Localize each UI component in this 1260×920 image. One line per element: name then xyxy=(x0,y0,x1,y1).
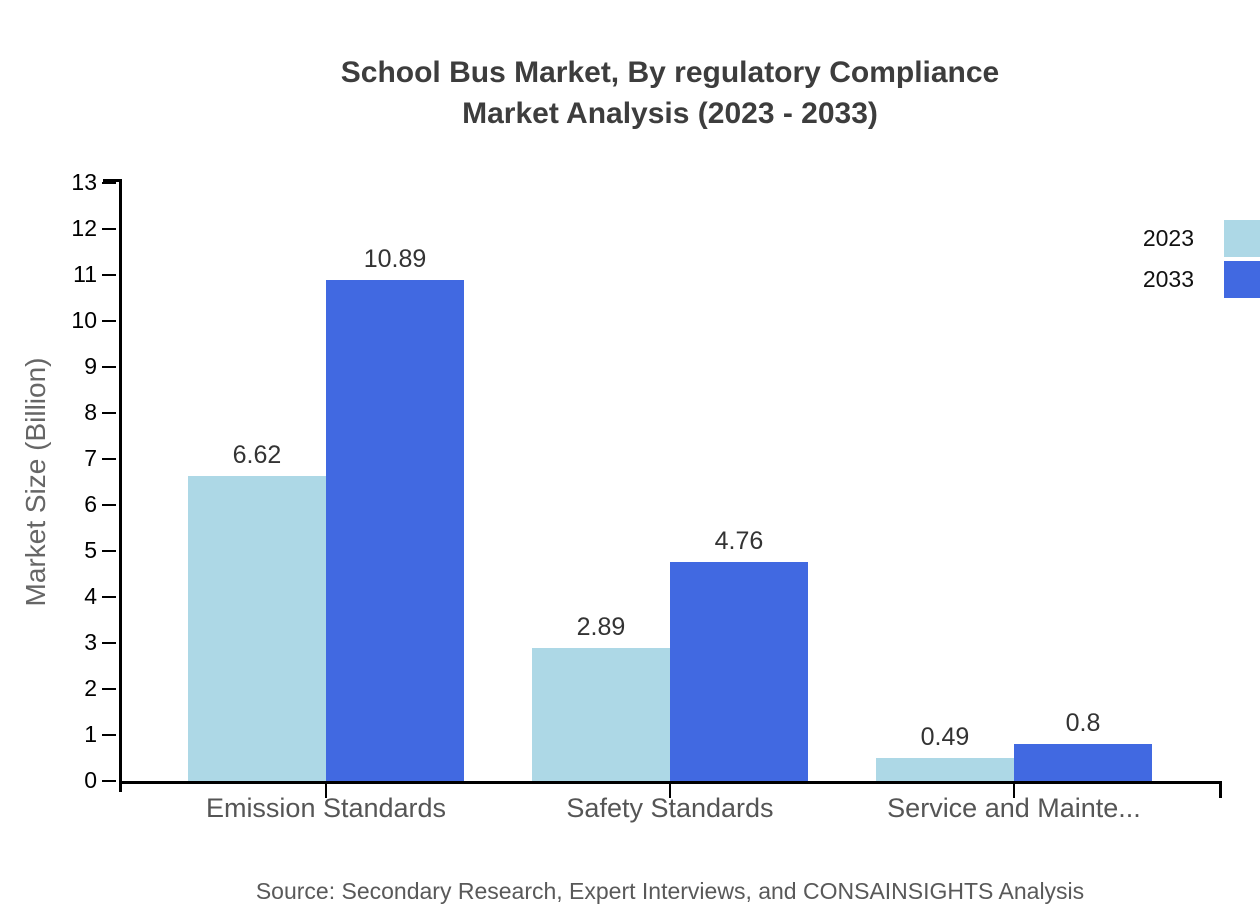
y-tick-label-0: 0 xyxy=(84,767,97,793)
y-tick-label-6: 6 xyxy=(84,491,97,517)
legend-label-2023: 2023 xyxy=(1142,225,1194,251)
bar-2033-3 xyxy=(1014,744,1152,781)
y-tick-label-7: 7 xyxy=(84,445,97,471)
y-tick-7 xyxy=(102,458,116,460)
y-tick-label-1: 1 xyxy=(84,721,97,747)
x-axis-line xyxy=(119,781,1222,784)
legend: 2023 2033 xyxy=(1143,220,1260,302)
chart-title-line-2: Market Analysis (2023 - 2033) xyxy=(462,97,878,130)
y-axis-line xyxy=(119,179,122,792)
bar-2033-2 xyxy=(670,562,808,781)
y-tick-5 xyxy=(102,550,116,552)
y-tick-9 xyxy=(102,366,116,368)
y-tick-3 xyxy=(102,642,116,644)
y-tick-label-3: 3 xyxy=(84,629,97,655)
bar-2023-2 xyxy=(532,648,670,781)
y-tick-label-5: 5 xyxy=(84,537,97,563)
value-label-2033-3: 0.8 xyxy=(1065,709,1101,738)
legend-swatch-2023 xyxy=(1224,220,1260,257)
chart-title: School Bus Market, By regulatory Complia… xyxy=(80,52,1260,134)
y-tick-label-8: 8 xyxy=(84,399,97,425)
legend-item-2033: 2033 xyxy=(1143,261,1260,298)
y-tick-label-12: 12 xyxy=(71,215,97,241)
legend-label-2033: 2033 xyxy=(1142,266,1194,292)
y-axis-title: Market Size (Billion) xyxy=(20,357,51,607)
y-tick-10 xyxy=(102,320,116,322)
x-axis-end-tick xyxy=(1219,784,1222,798)
value-label-2033-2: 4.76 xyxy=(714,527,764,556)
y-axis-top-cap xyxy=(103,179,119,182)
x-category-label-1: Emission Standards xyxy=(205,793,447,823)
value-label-2023-1: 6.62 xyxy=(232,441,282,470)
x-tick-2 xyxy=(669,784,671,798)
bar-group-1: 6.62 10.89 Emission Standards xyxy=(154,183,498,823)
y-tick-label-13: 13 xyxy=(71,169,97,195)
y-tick-label-4: 4 xyxy=(84,583,97,609)
bar-group-2: 2.89 4.76 Safety Standards xyxy=(498,183,842,823)
y-tick-8 xyxy=(102,412,116,414)
y-tick-12 xyxy=(102,228,116,230)
value-label-2033-1: 10.89 xyxy=(363,245,427,274)
y-tick-label-11: 11 xyxy=(73,261,97,287)
source-attribution: Source: Secondary Research, Expert Inter… xyxy=(255,878,1085,904)
bar-2033-1 xyxy=(326,280,464,781)
value-label-2023-3: 0.49 xyxy=(920,723,970,752)
bar-2023-1 xyxy=(188,476,326,781)
value-label-2023-2: 2.89 xyxy=(576,613,626,642)
legend-item-2023: 2023 xyxy=(1143,220,1260,257)
bar-group-3: 0.49 0.8 Service and Mainte... xyxy=(842,183,1186,823)
plot-area: 0 1 2 3 4 5 6 7 8 9 10 11 12 13 6.62 10.89 Emission Sta… xyxy=(71,171,1222,823)
y-tick-4 xyxy=(102,596,116,598)
x-category-label-2: Safety Standards xyxy=(566,793,774,823)
bar-2023-3 xyxy=(876,758,1014,781)
legend-swatch-2033 xyxy=(1224,261,1260,298)
y-tick-6 xyxy=(102,504,116,506)
y-tick-label-10: 10 xyxy=(71,307,97,333)
y-tick-label-2: 2 xyxy=(84,675,97,701)
x-tick-1 xyxy=(325,784,327,798)
y-tick-label-9: 9 xyxy=(84,353,97,379)
x-tick-3 xyxy=(1013,784,1015,798)
y-tick-1 xyxy=(102,734,116,736)
chart-title-line-1: School Bus Market, By regulatory Complia… xyxy=(340,56,1000,89)
y-tick-0 xyxy=(102,780,116,782)
y-tick-11 xyxy=(102,274,116,276)
y-tick-2 xyxy=(102,688,116,690)
y-tick-13 xyxy=(102,182,116,184)
x-category-label-3: Service and Mainte... xyxy=(887,793,1141,823)
